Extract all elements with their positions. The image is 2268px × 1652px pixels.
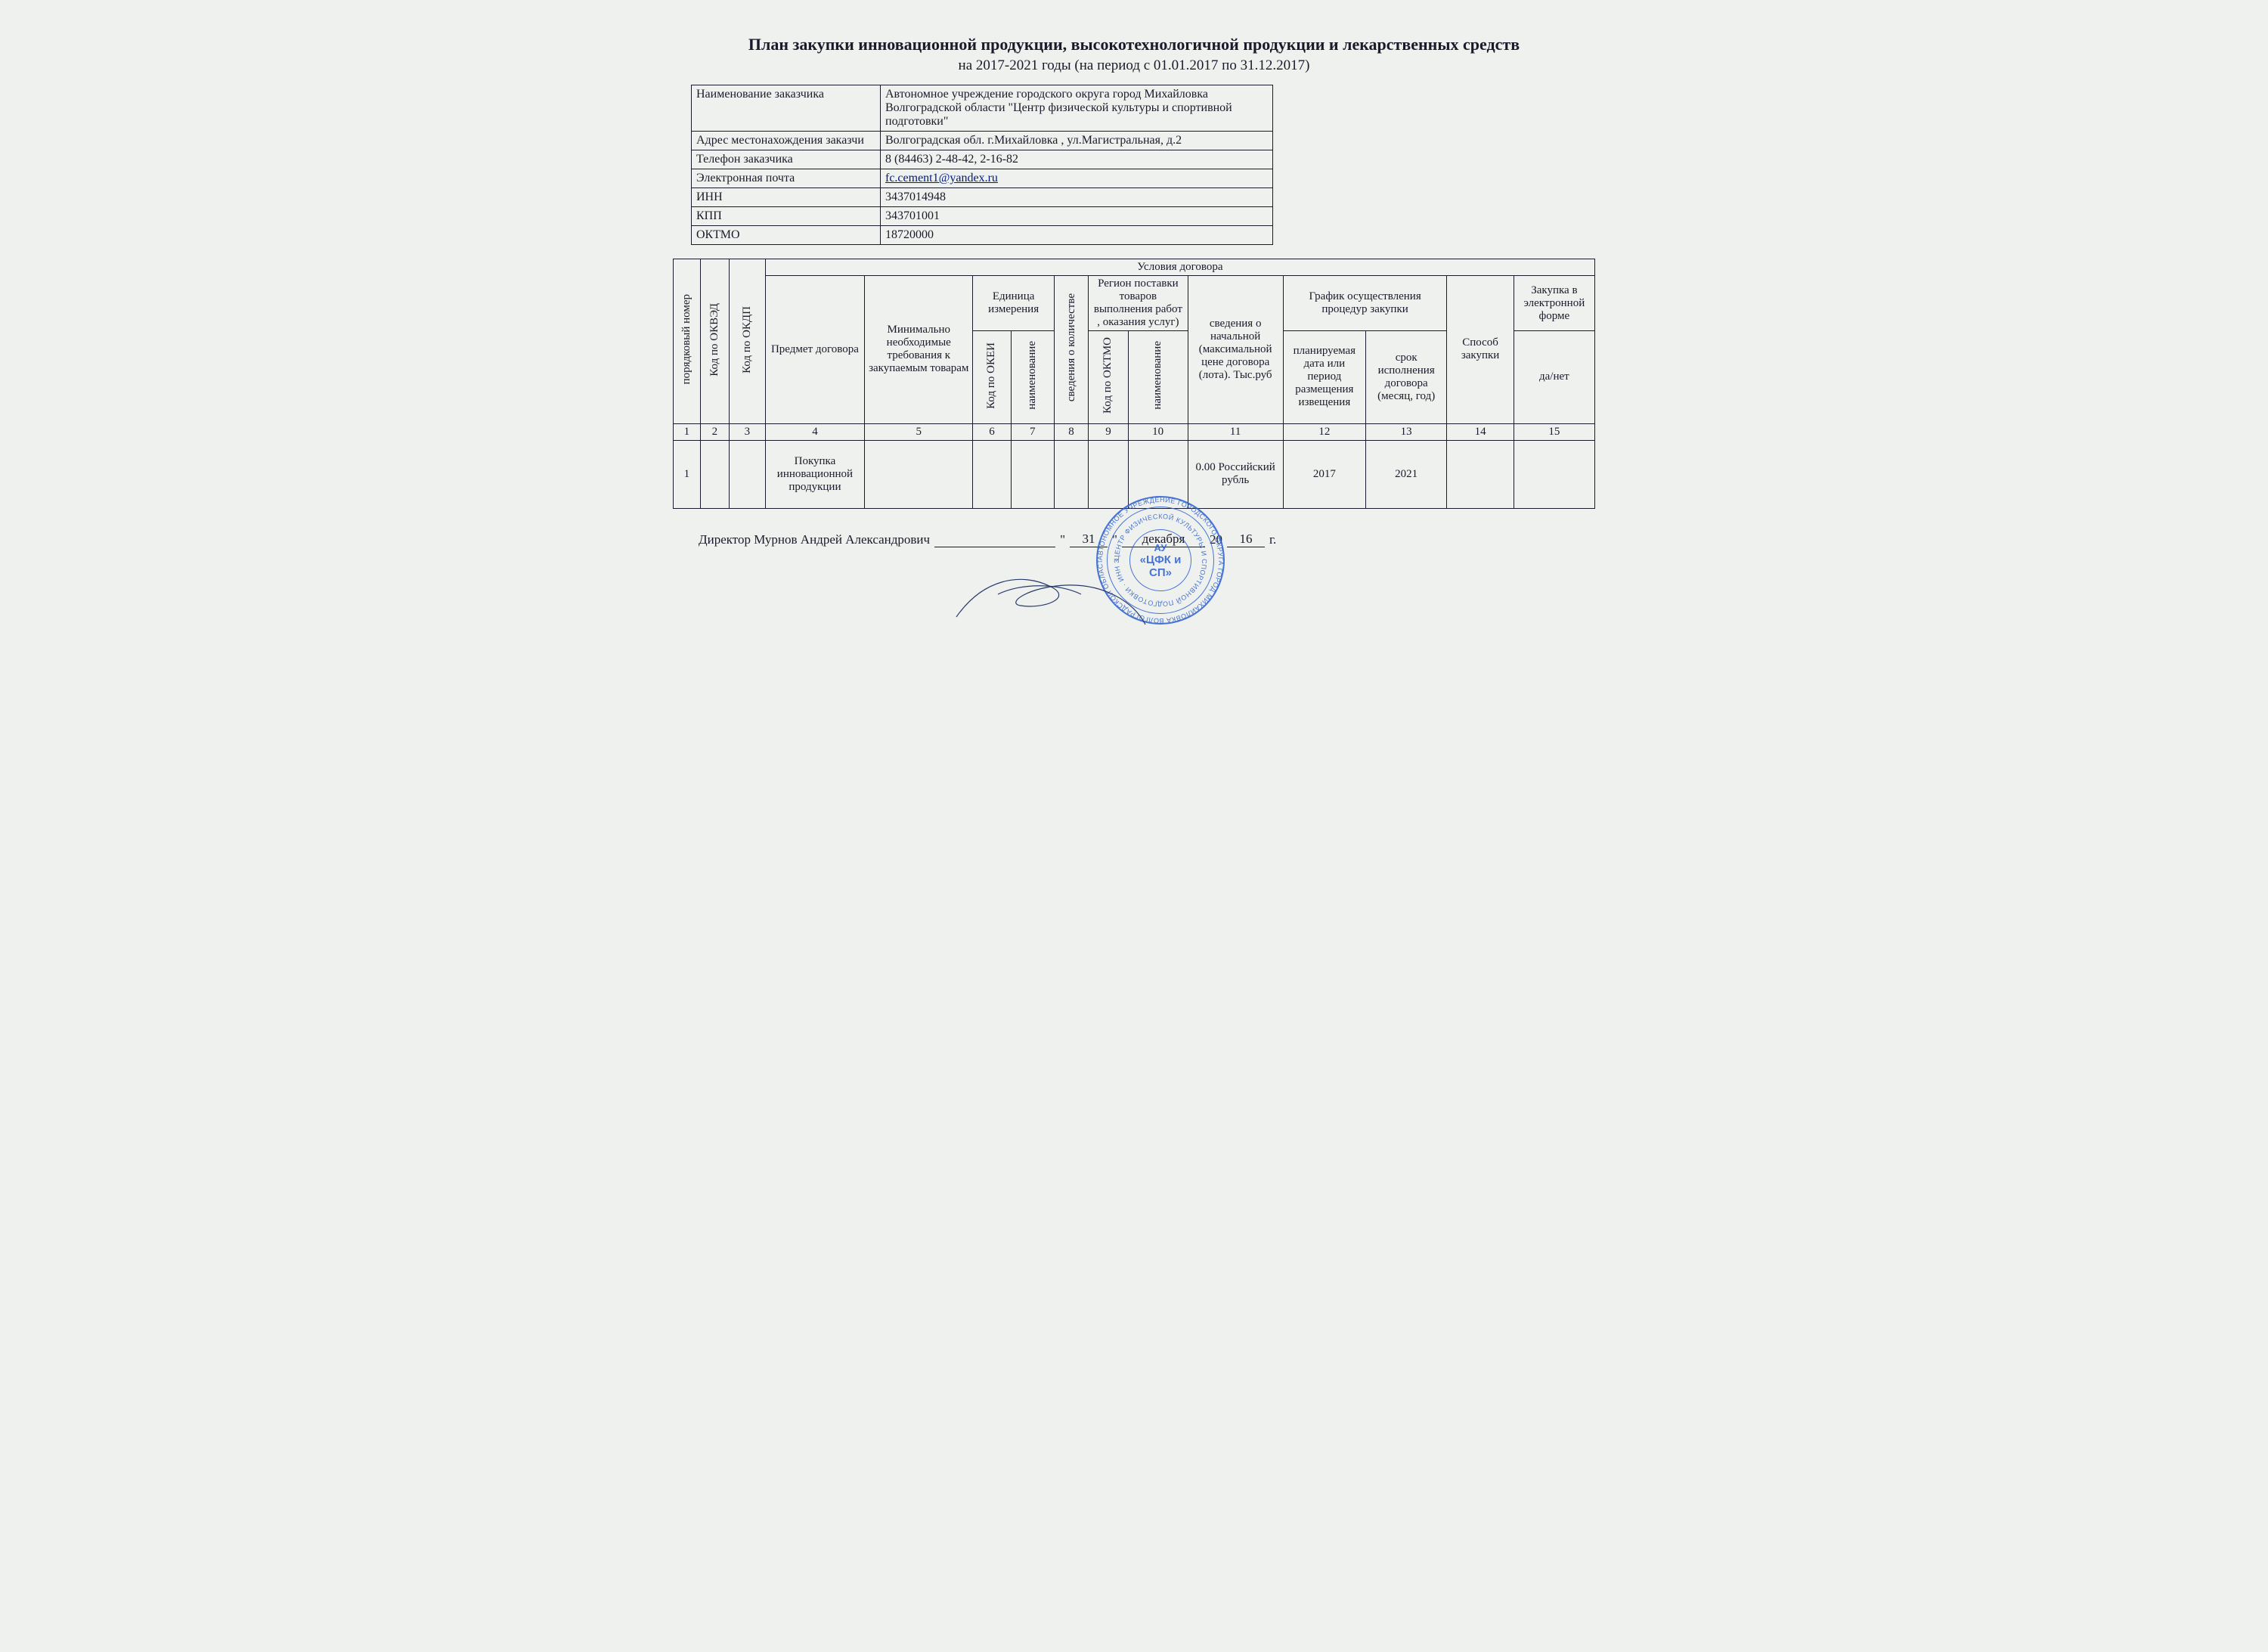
- info-value: 18720000: [881, 226, 1273, 245]
- col-eform: Закупка в электронной форме: [1514, 276, 1594, 331]
- col-number: 4: [765, 423, 864, 440]
- col-number: 2: [700, 423, 729, 440]
- info-label: Телефон заказчика: [692, 150, 881, 169]
- info-value: 3437014948: [881, 188, 1273, 207]
- col-number: 5: [865, 423, 973, 440]
- stamp-icon: АВТОНОМНОЕ УЧРЕЖДЕНИЕ ГОРОДСКОГО ОКРУГА …: [1096, 496, 1225, 625]
- cell-subject: Покупка инновационной продукции: [765, 440, 864, 508]
- col-yesno: да/нет: [1514, 331, 1594, 424]
- cell-price: 0.00 Российский рубль: [1188, 440, 1283, 508]
- day: 31: [1070, 532, 1108, 547]
- doc-title: План закупки инновационной продукции, вы…: [673, 35, 1595, 54]
- col-conditions: Условия договора: [765, 259, 1594, 276]
- customer-info-table: Наименование заказчикаАвтономное учрежде…: [691, 85, 1273, 245]
- info-value: 343701001: [881, 207, 1273, 226]
- info-label: Наименование заказчика: [692, 85, 881, 132]
- col-okei: Код по ОКЕИ: [984, 338, 999, 414]
- email-link[interactable]: fc.cement1@yandex.ru: [885, 172, 998, 184]
- cell-okdp: [730, 440, 766, 508]
- col-seq: порядковый номер: [679, 290, 695, 389]
- col-number: 9: [1089, 423, 1129, 440]
- cell-unitname: [1011, 440, 1054, 508]
- col-subject: Предмет договора: [765, 276, 864, 424]
- info-value: 8 (84463) 2-48-42, 2-16-82: [881, 150, 1273, 169]
- cell-minreq: [865, 440, 973, 508]
- col-number: 12: [1283, 423, 1365, 440]
- cell-okved: [700, 440, 729, 508]
- info-value: fc.cement1@yandex.ru: [881, 169, 1273, 188]
- cell-plandate: 2017: [1283, 440, 1365, 508]
- col-number: 15: [1514, 423, 1594, 440]
- col-unitname: наименование: [1024, 336, 1040, 414]
- col-number: 14: [1447, 423, 1514, 440]
- col-minreq: Минимально необходимые требования к заку…: [865, 276, 973, 424]
- col-unit: Единица измерения: [973, 276, 1054, 331]
- signature-flourish-icon: [953, 564, 1149, 632]
- col-oktmo: Код по ОКТМО: [1100, 333, 1116, 418]
- year-prefix: 20: [1210, 532, 1222, 547]
- signature-line: Директор Мурнов Андрей Александрович " 3…: [699, 532, 1595, 547]
- cell-n: 1: [674, 440, 701, 508]
- col-number: 3: [730, 423, 766, 440]
- col-number: 1: [674, 423, 701, 440]
- col-number: 11: [1188, 423, 1283, 440]
- info-label: ОКТМО: [692, 226, 881, 245]
- col-method: Способ закупки: [1447, 276, 1514, 424]
- cell-qty: [1054, 440, 1088, 508]
- info-label: ИНН: [692, 188, 881, 207]
- cell-okei: [973, 440, 1011, 508]
- info-label: Электронная почта: [692, 169, 881, 188]
- stamp-org: «ЦФК и СП»: [1129, 553, 1191, 579]
- cell-regionname: [1128, 440, 1188, 508]
- svg-text:АВТОНОМНОЕ УЧРЕЖДЕНИЕ ГОРОДСКО: АВТОНОМНОЕ УЧРЕЖДЕНИЕ ГОРОДСКОГО ОКРУГА …: [1096, 496, 1225, 625]
- cell-deadline: 2021: [1365, 440, 1446, 508]
- col-price: сведения о начальной (максимальной цене …: [1188, 276, 1283, 424]
- col-regionname: наименование: [1150, 336, 1166, 414]
- director-name: Директор Мурнов Андрей Александрович: [699, 532, 930, 547]
- col-okdp: Код по ОКДП: [739, 302, 755, 378]
- col-deadline: срок исполнения договора (месяц, год): [1365, 331, 1446, 424]
- year-tail: г.: [1269, 532, 1276, 547]
- year-suffix: 16: [1227, 532, 1265, 547]
- quote-close: ": [1112, 532, 1117, 547]
- col-region: Регион поставки товаров выполнения работ…: [1089, 276, 1188, 331]
- cell-yesno: [1514, 440, 1594, 508]
- col-number: 10: [1128, 423, 1188, 440]
- month: декабря: [1122, 532, 1205, 547]
- col-number: 13: [1365, 423, 1446, 440]
- signature-blank: [934, 532, 1055, 547]
- col-number: 6: [973, 423, 1011, 440]
- info-value: Волгоградская обл. г.Михайловка , ул.Маг…: [881, 132, 1273, 150]
- procurement-plan-table: порядковый номер Код по ОКВЭД Код по ОКД…: [673, 259, 1595, 509]
- page: План закупки инновационной продукции, вы…: [673, 35, 1595, 547]
- col-plandate: планируемая дата или период размещения и…: [1283, 331, 1365, 424]
- col-okved: Код по ОКВЭД: [707, 299, 723, 381]
- info-label: Адрес местонахождения заказчи: [692, 132, 881, 150]
- col-qty: сведения о количестве: [1064, 289, 1080, 406]
- cell-oktmo: [1089, 440, 1129, 508]
- info-label: КПП: [692, 207, 881, 226]
- col-number: 7: [1011, 423, 1054, 440]
- cell-method: [1447, 440, 1514, 508]
- svg-text:ЦЕНТР ФИЗИЧЕСКОЙ КУЛЬТУРЫ И СП: ЦЕНТР ФИЗИЧЕСКОЙ КУЛЬТУРЫ И СПОРТИВНОЙ П…: [1096, 496, 1208, 608]
- doc-subtitle: на 2017-2021 годы (на период с 01.01.201…: [673, 57, 1595, 74]
- info-value: Автономное учреждение городского округа …: [881, 85, 1273, 132]
- quote-open: ": [1060, 532, 1065, 547]
- col-schedule: График осуществления процедур закупки: [1283, 276, 1447, 331]
- col-number: 8: [1054, 423, 1088, 440]
